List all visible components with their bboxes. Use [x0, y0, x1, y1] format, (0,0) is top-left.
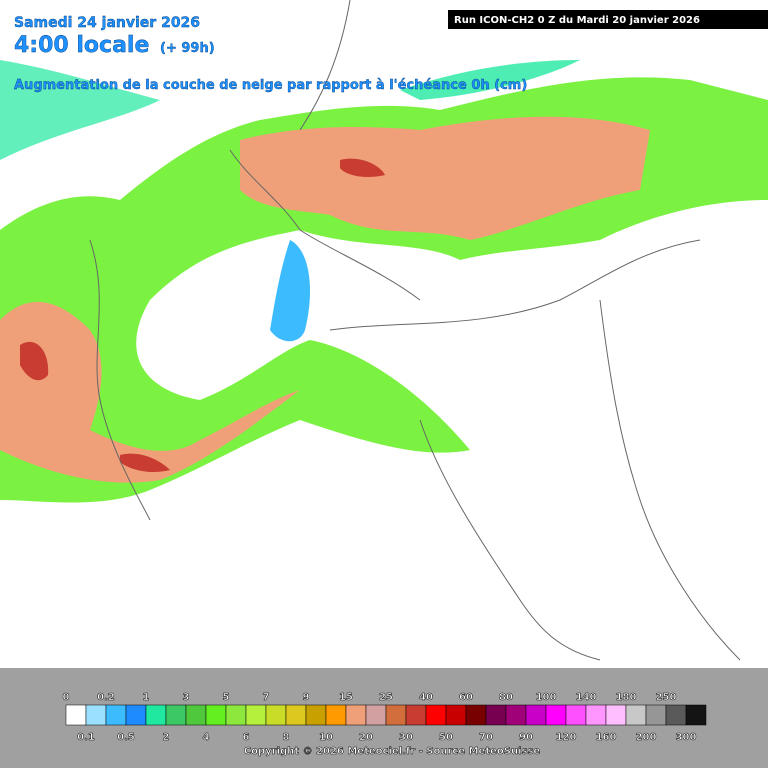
scale-label: 300	[676, 732, 697, 743]
scale-label: 30	[399, 732, 413, 743]
color-swatch	[245, 704, 267, 726]
color-swatch	[685, 704, 707, 726]
color-swatch	[225, 704, 247, 726]
color-swatch	[385, 704, 407, 726]
color-swatch	[665, 704, 687, 726]
time: 4:00 locale	[14, 33, 149, 58]
scale-label: 180	[616, 692, 637, 703]
scale-label: 20	[359, 732, 373, 743]
color-swatch	[85, 704, 107, 726]
scale-label: 200	[636, 732, 657, 743]
color-swatch	[585, 704, 607, 726]
color-swatch	[265, 704, 287, 726]
color-swatch	[445, 704, 467, 726]
color-swatch	[285, 704, 307, 726]
scale-label: 6	[243, 732, 250, 743]
scale-label: 3	[183, 692, 190, 703]
date: Samedi 24 janvier 2026	[14, 15, 200, 31]
color-swatch	[185, 704, 207, 726]
scale-label: 0.5	[117, 732, 135, 743]
scale-label: 0.2	[97, 692, 115, 703]
borders	[89, 0, 741, 661]
color-swatch	[425, 704, 447, 726]
lead-time: (+ 99h)	[160, 41, 215, 56]
color-swatch	[325, 704, 347, 726]
scale-label: 0	[63, 692, 70, 703]
scale-label: 160	[596, 732, 617, 743]
snow-field	[0, 60, 768, 503]
color-swatch	[545, 704, 567, 726]
color-swatch	[125, 704, 147, 726]
scale-label: 250	[656, 692, 677, 703]
color-swatch	[145, 704, 167, 726]
color-swatch	[525, 704, 547, 726]
scale-label: 90	[519, 732, 533, 743]
run-info: Run ICON-CH2 0 Z du Mardi 20 janvier 202…	[454, 15, 700, 26]
color-swatch	[645, 704, 667, 726]
color-swatch	[65, 704, 87, 726]
color-swatch	[305, 704, 327, 726]
scale-label: 70	[479, 732, 493, 743]
scale-label: 9	[303, 692, 310, 703]
scale-label: 10	[319, 732, 333, 743]
color-swatch	[605, 704, 627, 726]
scale-label: 7	[263, 692, 270, 703]
scale-label: 1	[143, 692, 150, 703]
scale-label: 100	[536, 692, 557, 703]
scale-label: 15	[339, 692, 353, 703]
scale-label: 2	[163, 732, 170, 743]
color-swatch	[345, 704, 367, 726]
scale-label: 80	[499, 692, 513, 703]
scale-label: 25	[379, 692, 393, 703]
scale-label: 120	[556, 732, 577, 743]
scale-label: 4	[203, 732, 210, 743]
color-swatch	[405, 704, 427, 726]
scale-label: 140	[576, 692, 597, 703]
color-swatch	[205, 704, 227, 726]
scale-label: 60	[459, 692, 473, 703]
color-swatch	[625, 704, 647, 726]
scale-label: 0.1	[77, 732, 95, 743]
color-swatch	[165, 704, 187, 726]
copyright: Copyright © 2026 Meteociel.fr - Source M…	[244, 746, 541, 757]
color-swatch	[365, 704, 387, 726]
color-swatch	[505, 704, 527, 726]
color-swatch	[105, 704, 127, 726]
scale-label: 8	[283, 732, 290, 743]
color-swatch	[485, 704, 507, 726]
color-swatch	[465, 704, 487, 726]
color-swatch	[565, 704, 587, 726]
subtitle: Augmentation de la couche de neige par r…	[14, 78, 527, 93]
scale-label: 50	[439, 732, 453, 743]
scale-label: 40	[419, 692, 433, 703]
run-box	[448, 10, 768, 29]
scale-label: 5	[223, 692, 230, 703]
colorbar: 0 0.1 0.2 0.5 1 2 3 4 5 6 7 8 9 10 15 20 25 30 40 50 60 70 80 9…	[62, 692, 707, 743]
